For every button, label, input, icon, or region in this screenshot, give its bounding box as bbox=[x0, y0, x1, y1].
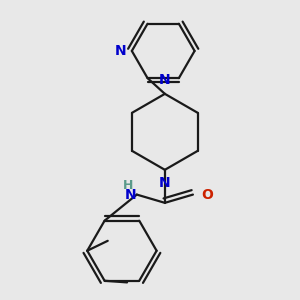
Text: N: N bbox=[159, 176, 171, 190]
Text: N: N bbox=[159, 73, 171, 87]
Text: N: N bbox=[124, 188, 136, 202]
Text: N: N bbox=[114, 44, 126, 58]
Text: O: O bbox=[201, 188, 213, 202]
Text: H: H bbox=[123, 179, 134, 192]
